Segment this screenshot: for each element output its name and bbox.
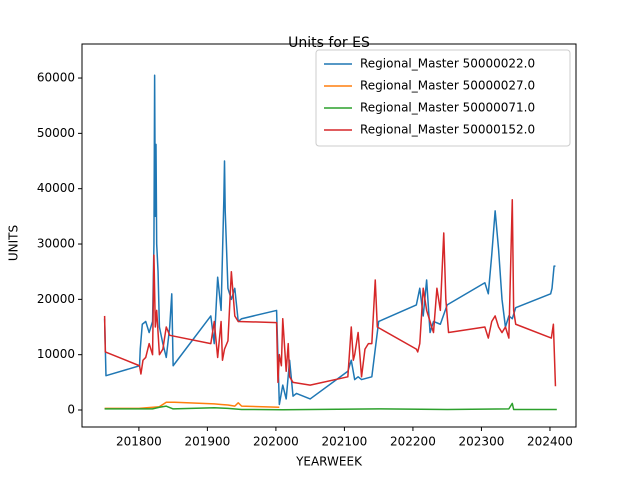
y-tick-label: 50000 — [37, 126, 75, 140]
x-tick-label: 202400 — [527, 435, 573, 449]
chart-title: Units for ES — [288, 35, 370, 51]
series-line — [103, 74, 556, 406]
y-tick-label: 30000 — [37, 237, 75, 251]
legend-label: Regional_Master 50000027.0 — [360, 79, 535, 93]
legend-label: Regional_Master 50000152.0 — [360, 123, 535, 137]
y-tick-label: 20000 — [37, 292, 75, 306]
x-tick-label: 202000 — [253, 435, 299, 449]
x-tick-label: 201900 — [184, 435, 230, 449]
plot-frame — [81, 43, 577, 428]
x-tick-label: 201800 — [116, 435, 162, 449]
x-tick-label: 202300 — [459, 435, 505, 449]
series-line — [103, 199, 557, 387]
x-axis-label: YEARWEEK — [295, 455, 363, 469]
series-line — [104, 401, 280, 410]
y-tick-label: 10000 — [37, 347, 75, 361]
legend-label: Regional_Master 50000022.0 — [360, 57, 535, 71]
series-line — [104, 402, 557, 411]
y-tick-label: 40000 — [37, 181, 75, 195]
legend-box — [315, 49, 571, 147]
legend-label: Regional_Master 50000071.0 — [360, 101, 535, 115]
x-tick-label: 202200 — [390, 435, 436, 449]
y-tick-label: 0 — [67, 403, 75, 417]
x-tick-label: 202100 — [322, 435, 368, 449]
y-axis-label: UNITS — [7, 225, 21, 261]
y-tick-label: 60000 — [37, 71, 75, 85]
